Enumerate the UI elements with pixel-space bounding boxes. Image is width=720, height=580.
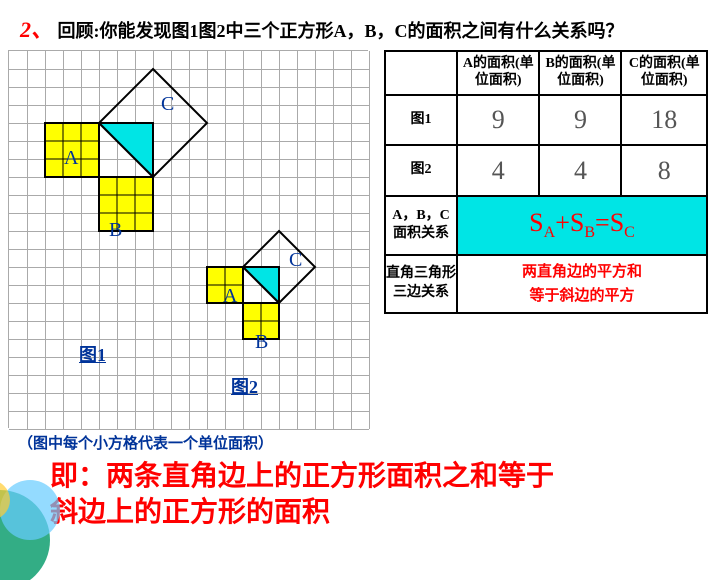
th-b: B的面积(单位面积) bbox=[539, 51, 621, 95]
row2-label: 图2 bbox=[385, 145, 457, 196]
row1-a: 9 bbox=[457, 95, 539, 146]
row1-label: 图1 bbox=[385, 95, 457, 146]
row1-b: 9 bbox=[539, 95, 621, 146]
tri-relation: 两直角边的平方和等于斜边的平方 bbox=[457, 255, 707, 313]
question-title: 2、 回顾:你能发现图1图2中三个正方形A，B，C的面积之间有什么关系吗？ bbox=[0, 0, 720, 50]
table-header-row: A的面积(单位面积) B的面积(单位面积) C的面积(单位面积) bbox=[385, 51, 707, 95]
table-row: 图2 4 4 8 bbox=[385, 145, 707, 196]
grid: ABC图1ABC图2 bbox=[8, 50, 368, 428]
grid-note: （图中每个小方格代表一个单位面积） bbox=[0, 428, 720, 453]
th-blank bbox=[385, 51, 457, 95]
table-row-relation: A，B，C面积关系 SA+SB=SC bbox=[385, 196, 707, 254]
shapes-overlay bbox=[9, 51, 369, 429]
shape-label: 图1 bbox=[79, 341, 106, 367]
table-row-triangle: 直角三角形三边关系 两直角边的平方和等于斜边的平方 bbox=[385, 255, 707, 313]
diagram-area: ABC图1ABC图2 bbox=[8, 50, 378, 428]
row2-b: 4 bbox=[539, 145, 621, 196]
conclusion: 即：两条直角边上的正方形面积之和等于斜边上的正方形的面积 bbox=[0, 453, 720, 532]
shape-label: B bbox=[255, 331, 268, 354]
relation-formula: SA+SB=SC bbox=[457, 196, 707, 254]
row1-c: 18 bbox=[621, 95, 707, 146]
question-number: 2、 bbox=[20, 17, 53, 42]
table-row: 图1 9 9 18 bbox=[385, 95, 707, 146]
row2-c: 8 bbox=[621, 145, 707, 196]
shape-label: C bbox=[161, 93, 174, 116]
title-pre: 回顾: bbox=[58, 21, 100, 41]
area-table: A的面积(单位面积) B的面积(单位面积) C的面积(单位面积) 图1 9 9 … bbox=[384, 50, 708, 314]
shape-label: C bbox=[289, 249, 302, 272]
tri-label: 直角三角形三边关系 bbox=[385, 255, 457, 313]
th-a: A的面积(单位面积) bbox=[457, 51, 539, 95]
row2-a: 4 bbox=[457, 145, 539, 196]
shape-label: 图2 bbox=[231, 373, 258, 399]
title-body: 你能发现图1图2中三个正方形A，B，C的面积之间有什么关系吗？ bbox=[100, 21, 624, 41]
relation-label: A，B，C面积关系 bbox=[385, 196, 457, 254]
table-area: A的面积(单位面积) B的面积(单位面积) C的面积(单位面积) 图1 9 9 … bbox=[384, 50, 708, 428]
shape-label: A bbox=[223, 285, 237, 308]
corner-decoration bbox=[0, 440, 100, 580]
shape-label: A bbox=[64, 147, 78, 170]
th-c: C的面积(单位面积) bbox=[621, 51, 707, 95]
main-content: ABC图1ABC图2 A的面积(单位面积) B的面积(单位面积) C的面积(单位… bbox=[0, 50, 720, 428]
shape-label: B bbox=[109, 219, 122, 242]
